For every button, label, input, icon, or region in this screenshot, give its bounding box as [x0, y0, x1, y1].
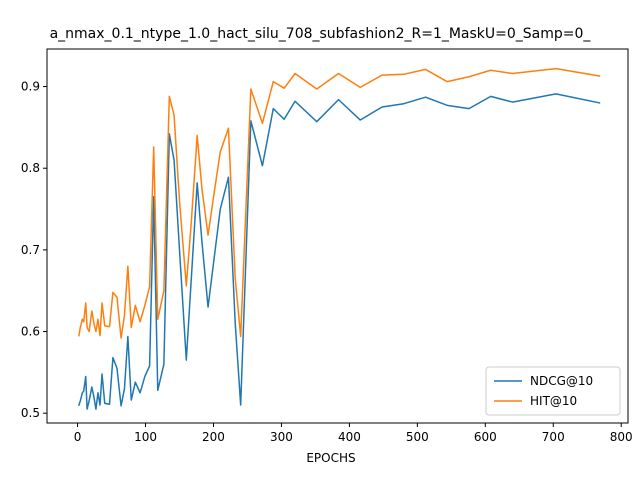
legend-box — [485, 366, 621, 416]
plot-frame — [46, 48, 629, 424]
x-tick-label: 600 — [474, 430, 497, 444]
x-axis-ticks: 0 100 200 300 400 500 600 700 800 — [74, 423, 633, 444]
x-tick-label: 300 — [270, 430, 293, 444]
series-line-hit-10 — [78, 67, 601, 339]
y-tick-label: 0.6 — [21, 325, 40, 339]
x-tick-label: 800 — [610, 430, 633, 444]
y-tick-label: 0.8 — [21, 161, 40, 175]
y-tick-label: 0.5 — [21, 406, 40, 420]
x-tick-label: 700 — [542, 430, 565, 444]
x-tick-label: 500 — [406, 430, 429, 444]
series-layer — [77, 67, 601, 410]
legend: NDCG@10 HIT@10 — [485, 366, 621, 416]
chart-title: a_nmax_0.1_ntype_1.0_hact_silu_708_subfa… — [50, 26, 592, 42]
series-line-ndcg-10 — [77, 93, 601, 410]
x-axis-label: EPOCHS — [306, 451, 355, 465]
x-tick-label: 0 — [74, 430, 82, 444]
legend-label: HIT@10 — [530, 394, 577, 408]
y-tick-label: 0.9 — [21, 80, 40, 94]
x-tick-label: 100 — [134, 430, 157, 444]
y-axis-ticks: 0.5 0.6 0.7 0.8 0.9 — [21, 80, 47, 420]
legend-label: NDCG@10 — [530, 374, 593, 388]
x-tick-label: 400 — [338, 430, 361, 444]
y-tick-label: 0.7 — [21, 243, 40, 257]
x-tick-label: 200 — [202, 430, 225, 444]
